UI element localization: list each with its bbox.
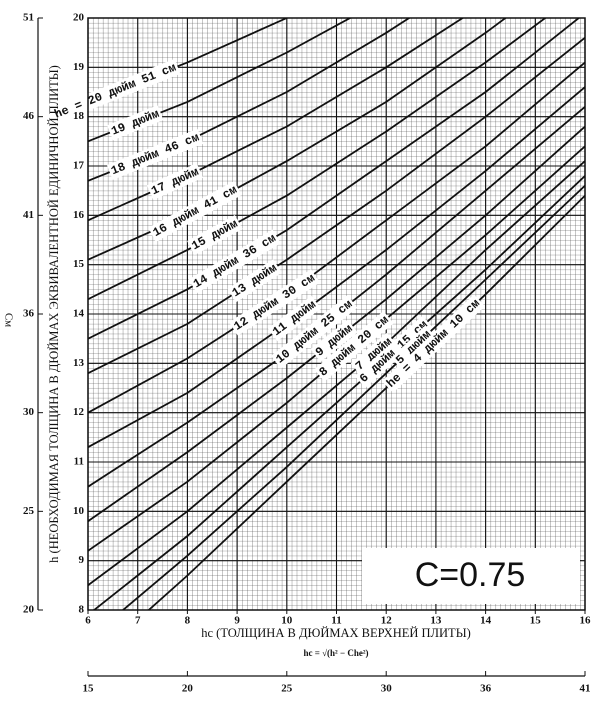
curve: [92, 175, 585, 610]
cm-tick-label: 46: [23, 110, 35, 122]
x-tick-label: 14: [480, 615, 492, 627]
curve: [88, 160, 585, 587]
y-tick-label: 11: [74, 456, 84, 468]
y-tick-label: 12: [73, 406, 85, 418]
cm-tick-label: 20: [182, 683, 194, 695]
y-tick-label: 8: [79, 604, 85, 616]
curve-label-bg: [227, 259, 282, 303]
y-tick-label: 19: [73, 61, 85, 73]
y-tick-label: 17: [73, 160, 85, 172]
curve: [88, 18, 581, 340]
cm-tick-label: 36: [23, 308, 35, 320]
y-tick-label: 18: [73, 110, 85, 122]
curve-label-bg: [382, 294, 486, 393]
x-tick-label: 10: [281, 615, 293, 627]
x-tick-label: 11: [331, 615, 341, 627]
x-tick-label: 13: [430, 615, 442, 627]
cm-tick-label: 25: [23, 505, 35, 517]
curve-label-bg: [350, 332, 398, 376]
y-tick-label: 15: [73, 258, 85, 270]
y-tick-label: 16: [73, 209, 85, 221]
x-tick-label: 6: [85, 615, 91, 627]
curve-label-bg: [271, 295, 358, 369]
curve-label-bg: [188, 229, 281, 294]
curve: [88, 18, 352, 143]
curve-label-bg: [229, 269, 320, 336]
curve-label-bg: [390, 325, 437, 370]
x-axis-label: hc (ТОЛЩИНА В ДЮЙМАХ ВЕРХНЕЙ ПЛИТЫ): [201, 626, 471, 640]
curve-label-bg: [354, 315, 433, 388]
cm-tick-label: 41: [580, 683, 591, 695]
curve-label-bg: [310, 319, 358, 362]
cm-tick-label: 25: [281, 683, 293, 695]
curve: [147, 194, 585, 610]
curve-label-bg: [107, 105, 164, 141]
curve-label-bg: [148, 181, 242, 242]
curve-label-bg: [267, 295, 322, 342]
curve: [88, 36, 585, 375]
cm-tick-label: 36: [480, 683, 492, 695]
x-tick-label: 12: [381, 615, 393, 627]
y-tick-label: 10: [73, 505, 85, 517]
curve: [121, 185, 585, 610]
cm-tick-label: 41: [23, 209, 34, 221]
x-tick-label: 7: [135, 615, 141, 627]
formula: hc = √(h² − Che²): [303, 648, 368, 658]
x-tick-label: 16: [580, 615, 592, 627]
x-tick-label: 9: [234, 615, 240, 627]
cm-tick-label: 30: [23, 406, 35, 418]
cm-tick-label: 15: [83, 683, 95, 695]
y-axis-label: h (НЕОБХОДИМАЯ ТОЛЩИНА В ДЮЙМАХ ЭКВИВАЛЕ…: [47, 65, 61, 563]
curve-label-bg: [50, 59, 181, 124]
cm-tick-label: 51: [23, 12, 34, 24]
cm-axis-label: См: [2, 313, 14, 327]
curve-label-bg: [187, 215, 243, 256]
annotation: C=0.75: [415, 556, 526, 594]
y-tick-label: 13: [73, 357, 85, 369]
y-tick-label: 14: [73, 308, 85, 320]
cm-tick-label: 20: [23, 604, 35, 616]
curve-label-bg: [106, 128, 204, 180]
curve: [88, 18, 547, 301]
curve: [88, 86, 585, 448]
annotation-box: [362, 548, 580, 604]
cm-tick-label: 30: [381, 683, 393, 695]
x-tick-label: 8: [185, 615, 191, 627]
y-tick-label: 20: [73, 12, 85, 24]
y-tick-label: 9: [79, 554, 85, 566]
curve-label-bg: [146, 163, 204, 200]
curve-label-bg: [314, 311, 394, 382]
x-tick-label: 15: [530, 615, 542, 627]
curve: [88, 61, 585, 414]
